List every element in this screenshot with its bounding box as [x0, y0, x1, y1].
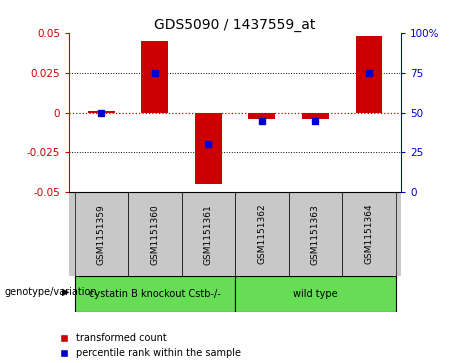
Text: GSM1151364: GSM1151364	[365, 204, 373, 265]
Bar	[248, 113, 275, 119]
Text: GSM1151362: GSM1151362	[257, 204, 266, 265]
Bar	[75, 192, 128, 276]
Title: GDS5090 / 1437559_at: GDS5090 / 1437559_at	[154, 18, 316, 32]
Text: GSM1151359: GSM1151359	[97, 204, 106, 265]
Bar	[342, 192, 396, 276]
Bar	[195, 113, 222, 184]
Text: genotype/variation: genotype/variation	[5, 287, 97, 297]
Bar	[182, 192, 235, 276]
Bar	[302, 113, 329, 119]
Text: GSM1151360: GSM1151360	[150, 204, 160, 265]
Bar	[355, 36, 382, 113]
Bar	[235, 192, 289, 276]
Text: ▶: ▶	[62, 287, 70, 297]
Bar	[88, 111, 115, 113]
Bar	[128, 192, 182, 276]
Text: GSM1151363: GSM1151363	[311, 204, 320, 265]
Text: wild type: wild type	[293, 289, 338, 299]
Bar	[142, 41, 168, 113]
Bar	[289, 192, 342, 276]
Text: cystatin B knockout Cstb-/-: cystatin B knockout Cstb-/-	[89, 289, 221, 299]
Text: GSM1151361: GSM1151361	[204, 204, 213, 265]
Legend: transformed count, percentile rank within the sample: transformed count, percentile rank withi…	[60, 333, 241, 358]
Bar	[235, 276, 396, 312]
Bar	[75, 276, 235, 312]
